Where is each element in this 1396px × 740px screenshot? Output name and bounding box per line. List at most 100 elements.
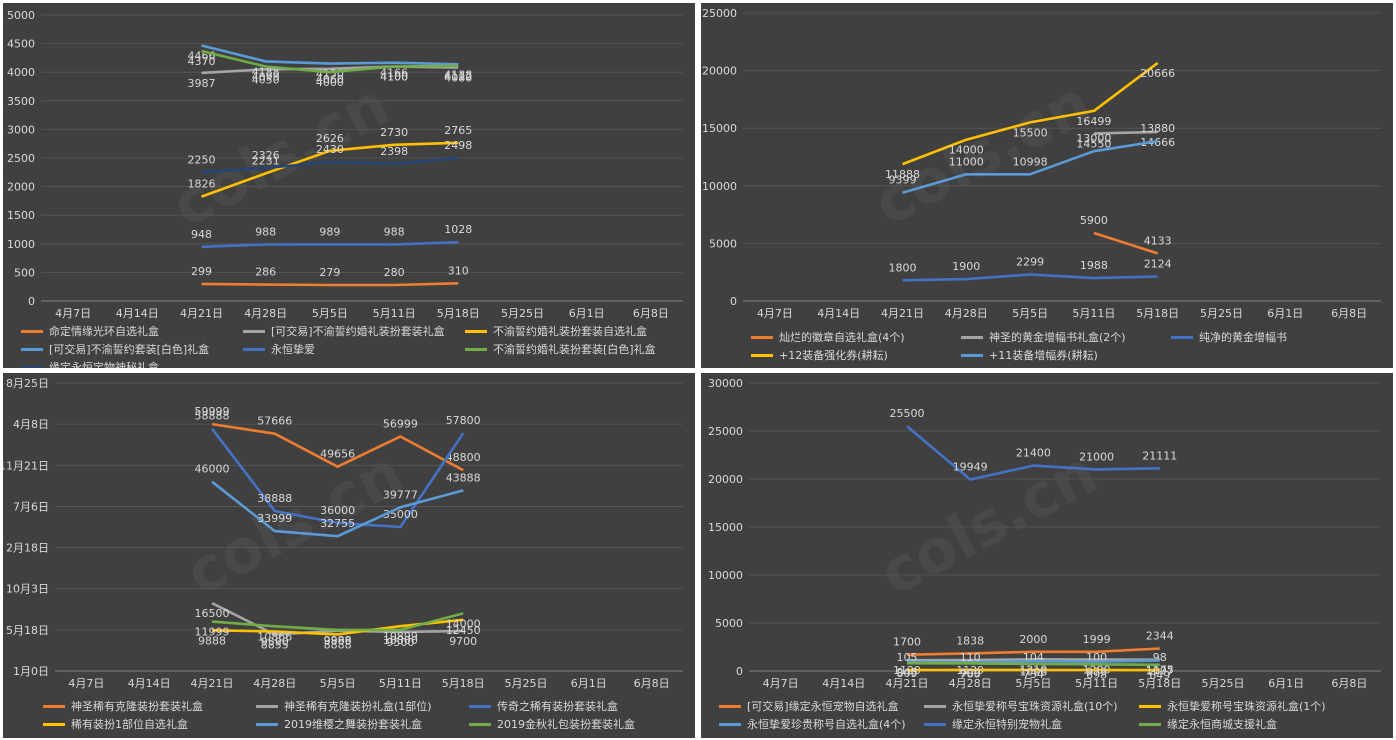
y-tick-label: 0 — [28, 295, 35, 308]
y-tick-label: 10000 — [702, 180, 737, 193]
data-label: 5900 — [1080, 214, 1108, 227]
legend-item: 不渝誓约婚礼装扮套装自选礼盒 — [465, 323, 687, 339]
y-tick-label: 3000 — [7, 123, 35, 136]
legend-swatch — [751, 353, 773, 357]
legend-label: 灿烂的徽章自选礼盒(4个) — [779, 331, 905, 344]
data-label: 4060 — [316, 73, 344, 86]
data-label: 1097 — [1146, 664, 1174, 677]
data-label: 56999 — [383, 417, 418, 430]
legend-label: 神圣稀有克隆装扮套装礼盒 — [71, 700, 203, 713]
series-line — [201, 240, 459, 249]
chart-bottom-left: cols.cn1月0日5月18日10月3日2月18日7月6日11月21日4月8日… — [3, 377, 683, 690]
x-tick-label: 6月1日 — [1268, 677, 1304, 690]
x-tick-label: 5月5日 — [320, 677, 356, 690]
x-tick-label: 5月25日 — [505, 677, 548, 690]
x-tick-label: 5月18日 — [442, 677, 485, 690]
data-label: 4138 — [444, 68, 472, 81]
legend-item: 永恒挚爱称号宝珠资源礼盒(1个) — [1139, 698, 1369, 714]
data-label: 9590 — [261, 636, 289, 649]
series-line — [210, 427, 465, 529]
chart-panel-bottom-left: cols.cn 1月0日 5月18日 10月3日 2月18日 7月6日 11月21日 4月8日… — [3, 373, 695, 738]
legend-label: 不渝誓约婚礼装扮套装自选礼盒 — [493, 325, 647, 338]
data-label: 2299 — [1016, 256, 1044, 269]
data-label: 1826 — [188, 178, 216, 191]
legend-item: 纯净的黄金增幅书 — [1171, 329, 1381, 345]
x-tick-label: 4月14日 — [128, 677, 171, 690]
data-label: 9500 — [386, 636, 414, 649]
data-label: 4112 — [444, 70, 472, 83]
series-line — [906, 425, 1160, 481]
legend-label: 2019金秋礼包装扮套装礼盒 — [497, 718, 635, 731]
x-tick-label: 4月28日 — [945, 307, 988, 320]
data-label: 12450 — [446, 624, 481, 637]
x-tick-label: 6月8日 — [633, 307, 669, 320]
data-label: 13880 — [1140, 122, 1175, 135]
legend-label: [可交易]不渝誓约婚礼装扮套装礼盒 — [271, 325, 445, 338]
y-tick-label: 5月18日 — [6, 624, 49, 637]
data-label: 8888 — [324, 638, 352, 651]
y-tick-label: 8月25日 — [6, 377, 49, 390]
data-label: 1008 — [1019, 665, 1047, 678]
legend-bottom-left: 神圣稀有克隆装扮套装礼盒 神圣稀有克隆装扮礼盒(1部位) 传奇之稀有装扮套装礼盒 稀有… — [43, 698, 683, 732]
x-tick-label: 4月7日 — [55, 307, 91, 320]
legend-label: [可交易]缘定永恒宠物自选礼盒 — [747, 700, 899, 713]
data-label: 1700 — [893, 636, 921, 649]
data-label: 4188 — [252, 65, 280, 78]
data-label: 286 — [255, 266, 276, 279]
data-label: 2398 — [380, 145, 408, 158]
legend-swatch — [719, 722, 741, 726]
data-label: 10866 — [257, 630, 292, 643]
series-line — [906, 647, 1160, 656]
x-tick-label: 4月21日 — [881, 307, 924, 320]
data-label: 1800 — [889, 261, 917, 274]
data-label: 698 — [1086, 668, 1107, 681]
x-tick-label: 5月5日 — [1015, 677, 1051, 690]
y-tick-label: 500 — [14, 266, 35, 279]
legend-label: 神圣稀有克隆装扮礼盒(1部位) — [284, 700, 432, 713]
data-label: 9700 — [449, 635, 477, 648]
legend-item: [可交易]缘定永恒宠物自选礼盒 — [719, 698, 924, 714]
series-line — [902, 61, 1159, 166]
y-tick-label: 20000 — [708, 473, 743, 486]
x-tick-label: 5月25日 — [1202, 677, 1245, 690]
data-label: 59999 — [195, 405, 230, 418]
y-tick-label: 30000 — [708, 377, 743, 390]
legend-label: 不渝誓约婚礼装扮套装[白色]礼盒 — [493, 343, 656, 356]
series-line — [1093, 231, 1159, 255]
series-line — [211, 480, 464, 538]
legend-label: 永恒挚爱珍贵称号自选礼盒(4个) — [747, 718, 906, 731]
legend-swatch — [43, 704, 65, 708]
data-label: 33999 — [257, 512, 292, 525]
legend-swatch — [21, 347, 43, 351]
chart-panel-bottom-right: cols.cn 0 5000 10000 15000 20000 25000 30000 4月7… — [701, 373, 1393, 738]
x-tick-label: 6月8日 — [1331, 677, 1367, 690]
y-tick-label: 5000 — [715, 617, 743, 630]
data-label: 21111 — [1142, 449, 1177, 462]
data-label: 4100 — [380, 70, 408, 83]
data-label: 4000 — [316, 76, 344, 89]
data-label: 25500 — [890, 407, 925, 420]
legend-swatch — [243, 329, 265, 333]
legend-swatch — [256, 704, 278, 708]
data-label: 32755 — [320, 517, 355, 530]
data-label: 310 — [448, 264, 469, 277]
data-label: 1999 — [1083, 633, 1111, 646]
data-label: 909 — [960, 666, 981, 679]
data-label: 8855 — [261, 639, 289, 652]
data-label: 2124 — [1144, 258, 1172, 271]
y-tick-label: 2000 — [7, 181, 35, 194]
legend-label: 命定情缘光环自选礼盒 — [49, 325, 159, 338]
y-tick-label: 20000 — [702, 65, 737, 78]
data-label: 1988 — [1080, 259, 1108, 272]
y-tick-label: 1500 — [7, 209, 35, 222]
x-tick-label: 4月7日 — [68, 677, 104, 690]
legend-item: [可交易]不渝誓约套装[白色]礼盒 — [21, 341, 243, 357]
y-tick-label: 7月6日 — [13, 500, 49, 513]
x-tick-label: 6月1日 — [569, 307, 605, 320]
data-label: 1838 — [956, 634, 984, 647]
legend-item: 缘定永恒商城支援礼盒 — [1139, 716, 1369, 732]
series-line — [906, 661, 1160, 667]
data-label: 1028 — [444, 223, 472, 236]
legend-swatch — [924, 722, 946, 726]
